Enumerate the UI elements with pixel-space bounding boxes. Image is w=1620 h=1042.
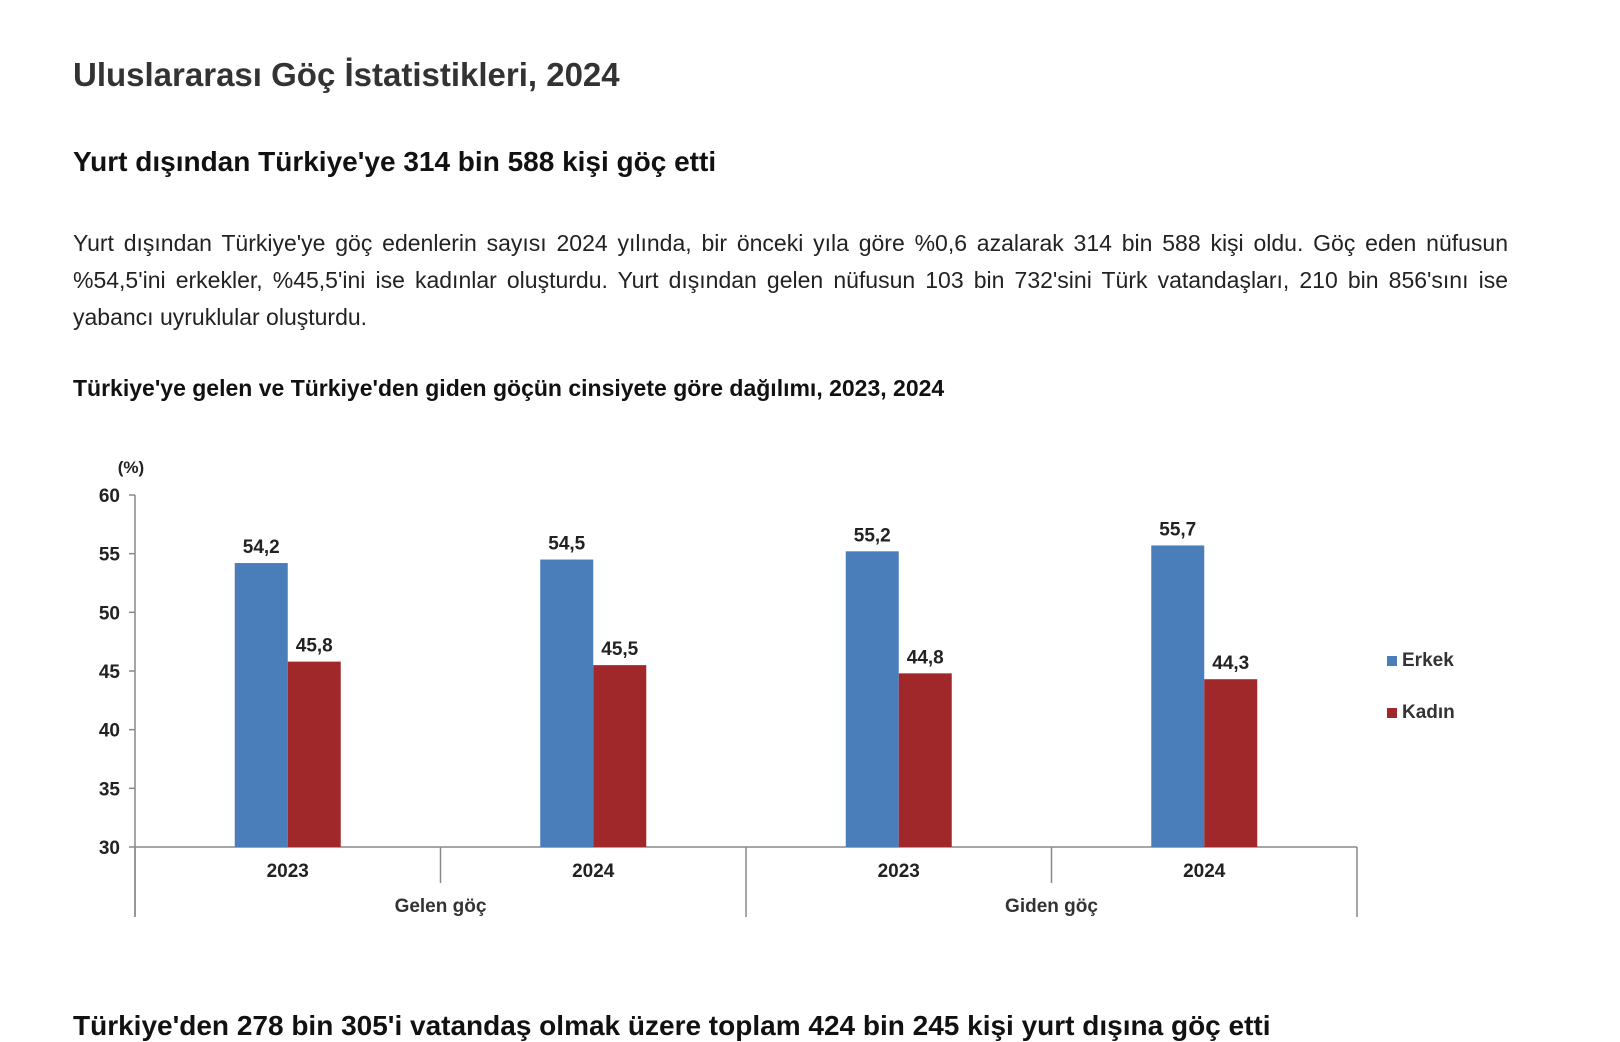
legend-swatch-erkek bbox=[1387, 656, 1397, 666]
bar-kadın-0 bbox=[287, 661, 341, 847]
section-heading-emigration: Türkiye'den 278 bin 305'i vatandaş olmak… bbox=[73, 1010, 1271, 1041]
y-tick-label: 50 bbox=[99, 603, 120, 624]
legend-label: Erkek bbox=[1402, 650, 1454, 671]
bar-chart: (%) 30 35 40 45 50 55 60 54,2 45,8 2023 54,5 45,5 202… bbox=[99, 458, 1455, 917]
y-tick-label: 55 bbox=[99, 545, 121, 566]
bar-kadın-2 bbox=[898, 673, 952, 847]
x-tick-label: 2023 bbox=[267, 861, 309, 882]
group-label: Gelen göç bbox=[395, 896, 487, 917]
y-tick-label: 35 bbox=[99, 779, 121, 800]
page-title: Uluslararası Göç İstatistikleri, 2024 bbox=[73, 56, 620, 93]
x-tick-label: 2023 bbox=[878, 861, 920, 882]
y-tick-label: 45 bbox=[99, 662, 121, 683]
y-tick-label: 60 bbox=[99, 486, 120, 507]
y-tick-label: 30 bbox=[99, 838, 120, 859]
data-label: 45,8 bbox=[296, 636, 333, 657]
y-axis-label: (%) bbox=[118, 458, 144, 477]
x-tick-label: 2024 bbox=[1183, 861, 1226, 882]
bar-erkek-0 bbox=[234, 563, 288, 847]
section-paragraph: Yurt dışından Türkiye'ye göç edenlerin s… bbox=[73, 230, 1508, 330]
chart-title: Türkiye'ye gelen ve Türkiye'den giden gö… bbox=[73, 375, 945, 401]
section-heading-immigration: Yurt dışından Türkiye'ye 314 bin 588 kiş… bbox=[73, 146, 717, 177]
x-tick-label: 2024 bbox=[572, 861, 615, 882]
bar-erkek-3 bbox=[1151, 545, 1205, 847]
data-label: 55,2 bbox=[854, 525, 891, 546]
bar-erkek-1 bbox=[540, 559, 594, 847]
data-label: 44,8 bbox=[907, 647, 944, 668]
bar-kadın-1 bbox=[593, 665, 647, 847]
group-label: Giden göç bbox=[1005, 896, 1098, 917]
data-label: 44,3 bbox=[1212, 653, 1249, 674]
bar-kadın-3 bbox=[1204, 679, 1258, 847]
data-label: 55,7 bbox=[1159, 519, 1196, 540]
legend-swatch-kadın bbox=[1387, 708, 1397, 718]
data-label: 54,5 bbox=[548, 534, 585, 555]
y-tick-label: 40 bbox=[99, 721, 120, 742]
bar-erkek-2 bbox=[845, 551, 899, 847]
legend-label: Kadın bbox=[1402, 702, 1455, 723]
data-label: 54,2 bbox=[243, 537, 280, 558]
data-label: 45,5 bbox=[601, 639, 638, 660]
